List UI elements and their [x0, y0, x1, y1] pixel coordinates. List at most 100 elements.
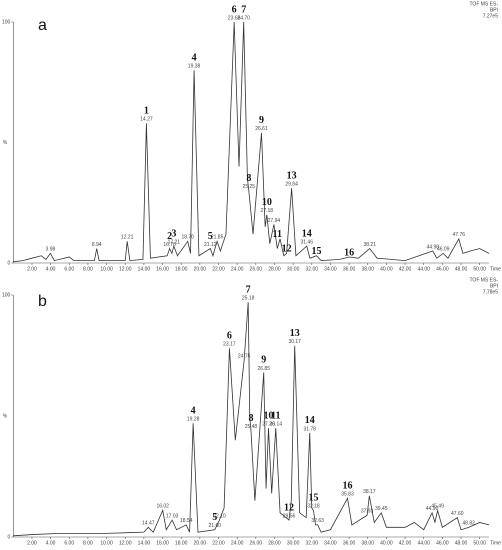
x-tick-label: 16.00	[156, 266, 169, 272]
peak-number: 3	[171, 228, 176, 239]
y-tick-label: 100	[2, 19, 11, 25]
retention-time: 3.98	[46, 247, 56, 253]
peak-number: 16	[343, 481, 353, 492]
x-tick-label: 14.00	[138, 266, 151, 272]
x-tick-label: 6.00	[64, 540, 74, 546]
retention-time: 19.38	[188, 64, 201, 70]
x-tick-label: 46.00	[436, 266, 449, 272]
retention-time: 14.47	[142, 521, 155, 527]
x-tick-label: 24.00	[231, 540, 244, 546]
x-tick-label: 14.00	[138, 540, 151, 546]
retention-time: 47.60	[451, 511, 464, 517]
retention-time: 21.12	[204, 242, 217, 248]
peak-number: 5	[208, 231, 213, 242]
x-tick-label: 50.00	[473, 540, 486, 546]
x-tick-label: 30.00	[287, 266, 300, 272]
x-tick-label: 30.00	[287, 540, 300, 546]
retention-time: 32.18	[307, 504, 320, 510]
retention-time: 45.49	[431, 504, 444, 510]
x-tick-label: 8.00	[83, 540, 93, 546]
peak-number: 5	[212, 512, 217, 523]
retention-time: 23.68	[228, 15, 241, 21]
retention-time: 14.27	[140, 117, 153, 123]
header-text: TOF MS ES-	[469, 1, 498, 7]
y-axis-label: %	[3, 140, 8, 146]
x-tick-label: 42.00	[399, 540, 412, 546]
peak-number: 6	[232, 4, 237, 15]
x-tick-label: 12.00	[119, 540, 132, 546]
x-tick-label: 42.00	[399, 266, 412, 272]
x-tick-label: 40.00	[380, 266, 393, 272]
x-tick-label: 16.00	[156, 540, 169, 546]
x-tick-label: 38.00	[361, 266, 374, 272]
retention-time: 27.94	[268, 218, 281, 224]
trace	[13, 21, 490, 263]
peak-number: 16	[344, 247, 354, 258]
x-tick-label: 26.00	[250, 540, 263, 546]
retention-time: 28.14	[270, 421, 283, 427]
x-tick-label: 38.00	[361, 540, 374, 546]
x-tick-label: 22.00	[212, 540, 225, 546]
retention-time: 25.48	[245, 424, 258, 430]
y-tick-label: 0	[8, 260, 11, 266]
header-text: BPI	[490, 283, 498, 289]
retention-time: 24.70	[237, 15, 250, 21]
peak-number: 11	[271, 410, 280, 421]
y-axis-label: %	[3, 413, 8, 419]
retention-time: 21.60	[209, 523, 222, 529]
y-tick-label: 0	[8, 534, 11, 540]
x-tick-label: 36.00	[343, 540, 356, 546]
panel-label: b	[38, 293, 47, 310]
retention-time: 18.54	[180, 518, 193, 524]
retention-time: 30.17	[288, 339, 301, 345]
x-tick-label: 8.00	[83, 266, 93, 272]
x-tick-label: 22.00	[212, 266, 225, 272]
retention-time: 21.85	[211, 235, 224, 241]
retention-time: 47.76	[453, 232, 466, 238]
peak-number: 8	[246, 173, 251, 184]
retention-time: 32.63	[311, 518, 324, 524]
peak-number: 9	[261, 355, 266, 366]
retention-time: 17.03	[166, 513, 179, 519]
header-text: BPI	[490, 7, 498, 13]
retention-time: 26.61	[255, 126, 268, 132]
peak-number: 13	[287, 171, 297, 182]
peak-number: 10	[263, 410, 273, 421]
peak-number: 1	[144, 106, 149, 117]
peak-number: 4	[191, 406, 196, 417]
peak-number: 2	[167, 231, 172, 242]
retention-time: 22.10	[213, 513, 226, 519]
x-tick-label: 24.00	[231, 266, 244, 272]
retention-time: 12.21	[121, 235, 134, 241]
peak-number: 14	[302, 228, 312, 239]
peak-number: 9	[259, 115, 264, 126]
x-tick-label: 20.00	[194, 540, 207, 546]
x-tick-label: 18.00	[175, 540, 188, 546]
x-tick-label: 32.00	[306, 266, 319, 272]
retention-time: 44.90	[426, 506, 439, 512]
retention-time: 16.02	[156, 504, 169, 510]
x-tick-label: 46.00	[436, 540, 449, 546]
peak-number: 10	[262, 197, 272, 208]
retention-time: 27.36	[262, 421, 275, 427]
x-tick-label: 34.00	[324, 540, 337, 546]
x-tick-label: 28.00	[268, 266, 281, 272]
retention-time: 44.98	[427, 244, 440, 250]
retention-time: 17.21	[168, 239, 181, 245]
x-tick-label: 20.00	[194, 266, 207, 272]
peak-number: 6	[227, 331, 232, 342]
retention-time: 39.45	[375, 506, 388, 512]
retention-time: 29.84	[285, 182, 298, 188]
x-tick-label: 18.00	[175, 266, 188, 272]
retention-time: 23.17	[223, 342, 236, 348]
x-tick-label: 4.00	[46, 266, 56, 272]
peak-number: 14	[305, 415, 315, 426]
peak-number: 4	[192, 52, 197, 63]
x-tick-label: 44.00	[417, 266, 430, 272]
peak-number: 11	[273, 229, 282, 240]
x-axis-label: Time	[490, 266, 501, 272]
retention-time: 38.21	[363, 242, 376, 248]
panel-label: a	[38, 17, 47, 34]
trace	[13, 302, 490, 537]
